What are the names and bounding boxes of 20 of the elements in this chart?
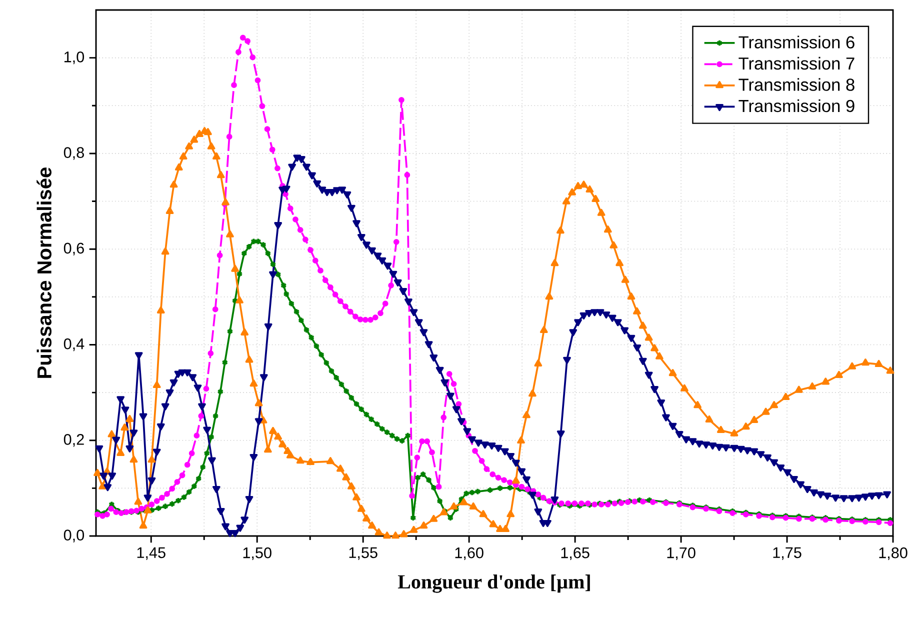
x-tick-label: 1,75 — [773, 547, 802, 560]
x-axis-title: Longueur d'onde [µm] — [398, 574, 590, 593]
legend-label: Transmission 9 — [738, 99, 854, 112]
x-tick-label: 1,45 — [137, 547, 166, 560]
y-tick-label: 0,4 — [64, 338, 84, 352]
y-tick-label: 0,2 — [64, 434, 84, 447]
legend-label: Transmission 8 — [738, 78, 854, 91]
x-tick-label: 1,65 — [561, 547, 590, 560]
x-tick-label: 1,55 — [349, 547, 378, 560]
x-tick-label: 1,70 — [667, 547, 696, 560]
y-tick-label: 0,6 — [64, 242, 84, 256]
x-tick-label: 1,80 — [879, 547, 908, 560]
x-tick-label: 1,60 — [455, 547, 484, 560]
legend-label: Transmission 6 — [738, 36, 854, 48]
x-tick-label: 1,50 — [243, 547, 272, 560]
y-tick-label: 0,8 — [64, 147, 84, 160]
y-tick-label: 0,0 — [64, 530, 84, 542]
y-axis-title: Puissance Normalisée — [36, 168, 52, 378]
legend-label: Transmission 7 — [738, 56, 854, 70]
y-tick-label: 1,0 — [64, 51, 84, 64]
